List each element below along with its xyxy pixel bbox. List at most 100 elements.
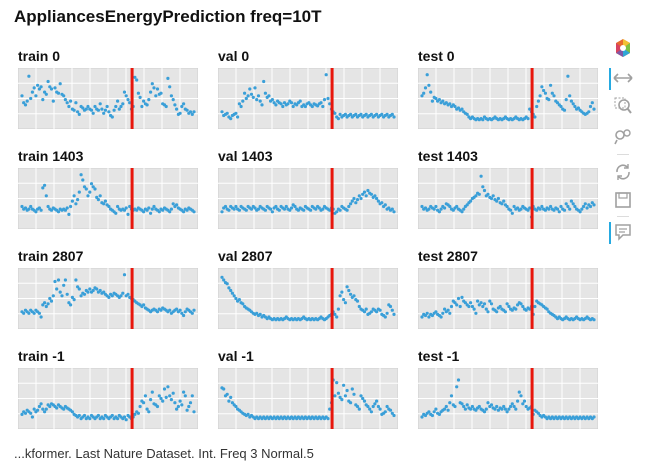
data-point — [443, 206, 447, 210]
data-point — [592, 107, 596, 111]
subplot-area[interactable] — [18, 368, 198, 429]
data-point — [349, 202, 353, 206]
subplot-area[interactable] — [418, 68, 598, 129]
data-point — [249, 207, 254, 211]
data-point — [371, 404, 375, 409]
data-point — [96, 108, 100, 112]
data-point — [126, 212, 130, 216]
data-point — [58, 290, 62, 294]
data-point — [63, 208, 67, 212]
data-point — [234, 204, 238, 209]
data-point — [102, 202, 106, 206]
data-point — [220, 275, 224, 279]
toolbar-divider — [617, 154, 629, 155]
subplot-title: val 1403 — [218, 148, 273, 164]
data-point — [522, 399, 527, 403]
save-icon[interactable] — [608, 188, 638, 212]
subplot-area[interactable] — [418, 368, 598, 429]
data-point — [364, 307, 368, 311]
data-point — [338, 208, 342, 212]
data-point — [169, 398, 173, 402]
data-point — [225, 282, 229, 286]
data-point — [88, 417, 92, 421]
subplot-area[interactable] — [218, 268, 398, 329]
data-point — [500, 407, 504, 411]
data-point — [234, 296, 238, 301]
data-point — [469, 301, 473, 305]
data-point — [430, 413, 434, 418]
pan-icon[interactable] — [608, 66, 638, 90]
data-point — [223, 204, 228, 209]
data-point — [496, 408, 500, 412]
data-point — [65, 292, 69, 296]
data-point — [366, 404, 370, 409]
data-point — [503, 407, 507, 411]
data-point — [392, 115, 396, 119]
data-point — [46, 204, 50, 209]
wheel-zoom-icon[interactable] — [608, 124, 638, 148]
subplot-area[interactable] — [218, 368, 398, 429]
data-point — [345, 388, 349, 393]
data-point — [168, 85, 172, 89]
data-point — [182, 313, 186, 318]
data-point — [182, 390, 186, 394]
box-zoom-icon[interactable] — [608, 94, 638, 118]
subplot-area[interactable] — [18, 68, 198, 129]
data-point — [185, 408, 189, 412]
data-point — [503, 310, 507, 314]
data-point — [168, 210, 172, 214]
chart-title: AppliancesEnergyPrediction freq=10T — [14, 7, 322, 26]
data-point — [507, 407, 511, 411]
data-point — [263, 208, 267, 212]
data-point — [286, 102, 290, 106]
data-point — [366, 188, 370, 193]
data-point — [20, 94, 24, 98]
subplot-area[interactable] — [218, 68, 398, 129]
data-point — [309, 208, 313, 212]
data-point — [175, 107, 179, 111]
data-point — [180, 403, 184, 407]
hover-icon[interactable] — [608, 220, 638, 244]
data-point — [100, 107, 104, 111]
data-point — [246, 412, 250, 416]
data-point — [516, 399, 520, 403]
data-point — [135, 208, 139, 212]
data-point — [524, 404, 528, 409]
data-point — [36, 408, 40, 412]
data-point — [439, 207, 443, 211]
data-point — [489, 403, 494, 407]
data-point — [227, 286, 231, 290]
data-point — [119, 104, 123, 109]
subplot-area[interactable] — [218, 168, 398, 229]
reset-icon[interactable] — [608, 160, 638, 184]
data-point — [390, 112, 394, 116]
data-point — [41, 186, 45, 190]
data-point — [354, 112, 358, 116]
data-point — [27, 207, 31, 211]
subplot-area[interactable] — [418, 268, 598, 329]
data-point — [128, 101, 132, 105]
data-point — [568, 94, 572, 98]
data-point — [126, 292, 130, 296]
data-point — [93, 187, 97, 191]
data-point — [185, 208, 189, 212]
subplot-area[interactable] — [18, 168, 198, 229]
subplot-area[interactable] — [418, 168, 598, 229]
data-point — [580, 207, 584, 211]
data-point — [446, 308, 450, 312]
data-point — [472, 307, 476, 311]
data-point — [425, 73, 429, 77]
data-point — [70, 410, 74, 414]
subplot-area[interactable] — [18, 268, 198, 329]
data-point — [86, 104, 90, 109]
data-point — [587, 110, 591, 114]
data-point — [143, 394, 147, 398]
data-point — [157, 210, 161, 214]
subplot-title: test -1 — [418, 348, 460, 364]
data-point — [258, 99, 262, 103]
data-point — [95, 287, 99, 291]
data-point — [493, 407, 497, 411]
data-point — [449, 394, 454, 398]
data-point — [110, 294, 114, 298]
bokeh-logo-icon[interactable] — [608, 36, 638, 60]
